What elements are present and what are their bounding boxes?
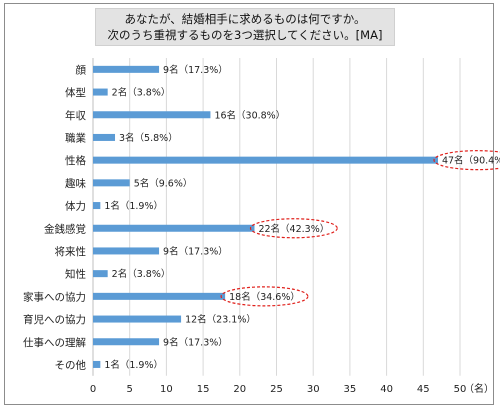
value-label: 47名（90.4%） bbox=[442, 155, 500, 167]
x-tick-label: 15 bbox=[197, 384, 210, 395]
x-tick-label: 45 bbox=[417, 384, 430, 395]
category-label: 職業 bbox=[65, 131, 86, 144]
x-tick-label: 10 bbox=[160, 384, 173, 395]
bar bbox=[93, 292, 226, 300]
x-tick-label: 25 bbox=[270, 384, 283, 395]
category-label: 顔 bbox=[76, 63, 87, 76]
category-label: 育児への協力 bbox=[23, 313, 86, 326]
value-label: 16名（30.8%） bbox=[214, 109, 285, 121]
highlight-ellipse bbox=[249, 218, 338, 239]
x-tick-label: 5 bbox=[127, 384, 133, 395]
title-line-1: あなたが、結婚相手に求めるものは何ですか。 bbox=[124, 12, 366, 26]
bar bbox=[93, 156, 438, 164]
chart-title: あなたが、結婚相手に求めるものは何ですか。 次のうち重視するものを3つ選択してく… bbox=[95, 8, 395, 46]
bar bbox=[93, 133, 116, 141]
value-label: 3名（5.8%） bbox=[119, 132, 178, 144]
value-label: 9名（17.3%） bbox=[163, 245, 228, 257]
category-label: 家事への協力 bbox=[23, 290, 86, 303]
bar bbox=[93, 111, 211, 119]
category-label: 将来性 bbox=[55, 245, 87, 258]
value-label: 2名（3.8%） bbox=[112, 268, 171, 280]
x-tick-label: 0 bbox=[90, 384, 96, 395]
value-label: 5名（9.6%） bbox=[134, 177, 193, 189]
value-label: 9名（17.3%） bbox=[163, 64, 228, 76]
category-label: 年収 bbox=[65, 109, 86, 122]
value-label: 12名（23.1%） bbox=[185, 314, 256, 326]
category-label: 体力 bbox=[65, 200, 86, 213]
value-label: 1名（1.9%） bbox=[104, 200, 163, 212]
category-label: 性格 bbox=[65, 154, 86, 167]
bar bbox=[93, 224, 255, 232]
category-label: 知性 bbox=[65, 268, 86, 281]
bar bbox=[93, 65, 160, 73]
value-label: 2名（3.8%） bbox=[112, 87, 171, 99]
bar bbox=[93, 270, 108, 278]
title-line-2: 次のうち重視するものを3つ選択してください。[MA] bbox=[107, 28, 383, 42]
bar bbox=[93, 315, 182, 323]
category-label: 体型 bbox=[65, 86, 86, 99]
chart-frame bbox=[4, 3, 494, 405]
highlight-ellipse bbox=[433, 150, 500, 171]
bar bbox=[93, 179, 130, 187]
category-label: 金銭感覚 bbox=[44, 222, 86, 235]
category-label: 趣味 bbox=[65, 177, 86, 190]
value-label: 1名（1.9%） bbox=[104, 359, 163, 371]
x-unit-label: （名） bbox=[464, 382, 494, 395]
x-tick-label: 35 bbox=[344, 384, 357, 395]
value-label: 9名（17.3%） bbox=[163, 336, 228, 348]
bar bbox=[93, 338, 160, 346]
category-label: その他 bbox=[55, 358, 87, 371]
x-tick-label: 30 bbox=[307, 384, 320, 395]
highlight-ellipse bbox=[220, 286, 309, 307]
value-label: 18名（34.6%） bbox=[229, 291, 300, 303]
bar bbox=[93, 202, 101, 210]
x-tick-label: 40 bbox=[380, 384, 393, 395]
x-tick-label: 20 bbox=[233, 384, 246, 395]
bar bbox=[93, 360, 101, 368]
category-label: 仕事への理解 bbox=[23, 336, 86, 349]
value-label: 22名（42.3%） bbox=[258, 223, 329, 235]
bar bbox=[93, 247, 160, 255]
bar bbox=[93, 88, 108, 96]
x-tick-label: 50 bbox=[454, 384, 467, 395]
